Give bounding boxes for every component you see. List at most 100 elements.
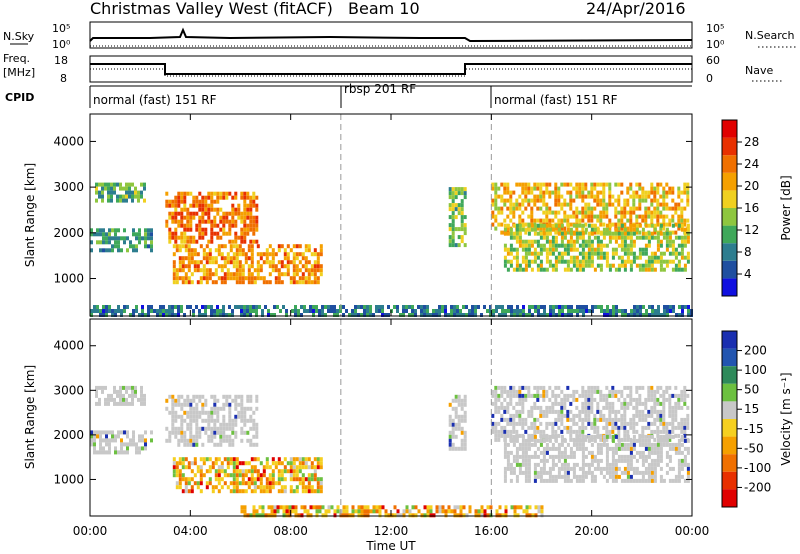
power-echo-cell (684, 305, 687, 309)
power-echo-cell (677, 243, 681, 248)
velocity-echo-cell (150, 438, 153, 443)
power-echo-cell (210, 219, 214, 224)
velocity-echo-cell (289, 465, 293, 470)
velocity-echo-cell (264, 513, 268, 518)
power-echo-cell (271, 264, 275, 269)
velocity-echo-cell (557, 470, 561, 475)
power-echo-cell (668, 251, 672, 256)
velocity-echo-cell (122, 401, 125, 406)
power-echo-cell (183, 191, 187, 196)
power-echo-cell (578, 251, 582, 256)
power-echo-cell (575, 190, 579, 195)
velocity-echo-cell (635, 470, 639, 475)
velocity-echo-cell (542, 389, 546, 394)
power-echo-cell (96, 240, 99, 245)
power-echo-cell (122, 194, 125, 199)
velocity-echo-cell (240, 414, 244, 419)
velocity-echo-cell (557, 425, 561, 430)
power-echo-cell (313, 280, 317, 285)
velocity-echo-cell (608, 417, 612, 422)
velocity-echo-cell (116, 393, 119, 398)
velocity-echo-cell (620, 405, 624, 410)
power-echo-cell (617, 210, 621, 215)
velocity-echo-cell (451, 398, 455, 403)
power-echo-cell (644, 206, 648, 211)
velocity-echo-cell (229, 473, 233, 478)
velocity-echo-cell (435, 509, 439, 514)
velocity-echo-cell (635, 478, 639, 483)
velocity-echo-cell (143, 393, 146, 398)
velocity-echo-cell (474, 513, 478, 518)
power-echo-cell (183, 195, 187, 200)
power-echo-cell (500, 198, 504, 203)
power-echo-cell (620, 190, 624, 195)
power-echo-cell (596, 202, 600, 207)
power-echo-cell (638, 206, 642, 211)
velocity-echo-cell (457, 402, 461, 407)
power-echo-cell (537, 313, 540, 317)
power-echo-cell (120, 248, 123, 253)
velocity-echo-cell (554, 417, 558, 422)
power-echo-cell (125, 194, 128, 199)
power-echo-cell (629, 206, 633, 211)
velocity-echo-cell (545, 425, 549, 430)
velocity-echo-cell (186, 394, 190, 399)
power-echo-cell (554, 267, 558, 272)
power-echo-cell (683, 227, 687, 232)
power-echo-cell (202, 272, 206, 277)
colorbar-cell (722, 208, 737, 226)
power-echo-cell (172, 260, 176, 265)
power-echo-cell (635, 227, 639, 232)
power-echo-cell (229, 276, 233, 281)
power-echo-cell (552, 305, 555, 309)
velocity-echo-cell (540, 509, 544, 514)
velocity-echo-cell (659, 434, 663, 439)
power-echo-cell (280, 280, 284, 285)
velocity-echo-cell (300, 513, 304, 518)
velocity-echo-cell (125, 389, 128, 394)
power-echo-cell (454, 243, 458, 248)
velocity-echo-cell (596, 462, 600, 467)
power-echo-cell (521, 223, 525, 228)
power-echo-cell (295, 256, 299, 261)
power-echo-cell (512, 190, 516, 195)
power-echo-cell (201, 231, 205, 236)
power-echo-cell (460, 199, 464, 204)
velocity-echo-cell (491, 389, 495, 394)
velocity-echo-cell (456, 513, 460, 518)
power-echo-cell (591, 309, 594, 313)
power-echo-cell (116, 194, 119, 199)
velocity-echo-cell (199, 481, 203, 486)
power-echo-cell (186, 215, 190, 220)
velocity-echo-cell (524, 397, 528, 402)
power-echo-cell (268, 244, 272, 249)
velocity-echo-cell (671, 478, 675, 483)
velocity-echo-cell (644, 438, 648, 443)
power-echo-cell (143, 198, 146, 203)
velocity-echo-cell (457, 446, 461, 451)
power-echo-cell (575, 186, 579, 191)
power-echo-cell (205, 260, 209, 265)
velocity-echo-cell (680, 462, 684, 467)
power-echo-cell (557, 255, 561, 260)
power-echo-cell (554, 230, 558, 235)
power-echo-cell (208, 276, 212, 281)
power-echo-cell (521, 243, 525, 248)
power-echo-cell (240, 313, 243, 317)
power-echo-cell (662, 194, 666, 199)
power-echo-cell (460, 215, 464, 220)
velocity-echo-cell (527, 425, 531, 430)
velocity-echo-cell (460, 438, 464, 443)
velocity-echo-cell (202, 461, 206, 466)
velocity-echo-cell (548, 474, 552, 479)
velocity-echo-cell (247, 469, 251, 474)
power-echo-cell (93, 305, 96, 309)
power-echo-cell (107, 186, 110, 191)
power-echo-cell (632, 231, 636, 236)
power-echo-cell (602, 198, 606, 203)
power-echo-cell (632, 194, 636, 199)
power-echo-cell (659, 194, 663, 199)
power-echo-cell (623, 259, 627, 264)
velocity-echo-cell (593, 429, 597, 434)
power-echo-cell (162, 305, 165, 309)
